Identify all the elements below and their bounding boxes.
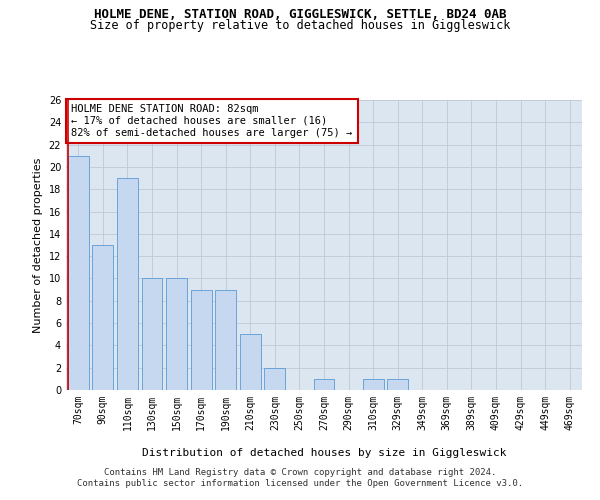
Bar [166, 278, 187, 390]
Text: Contains HM Land Registry data © Crown copyright and database right 2024.
Contai: Contains HM Land Registry data © Crown c… [77, 468, 523, 487]
Bar [265, 368, 286, 390]
Y-axis label: Number of detached properties: Number of detached properties [33, 158, 43, 332]
Text: Distribution of detached houses by size in Giggleswick: Distribution of detached houses by size … [142, 448, 506, 458]
Text: Size of property relative to detached houses in Giggleswick: Size of property relative to detached ho… [90, 18, 510, 32]
Bar [117, 178, 138, 390]
Bar [92, 245, 113, 390]
Bar [191, 290, 212, 390]
Bar [387, 379, 408, 390]
Bar [314, 379, 334, 390]
Bar [215, 290, 236, 390]
Bar [362, 379, 383, 390]
Bar [68, 156, 89, 390]
Bar [142, 278, 163, 390]
Bar [240, 334, 261, 390]
Text: HOLME DENE, STATION ROAD, GIGGLESWICK, SETTLE, BD24 0AB: HOLME DENE, STATION ROAD, GIGGLESWICK, S… [94, 8, 506, 20]
Text: HOLME DENE STATION ROAD: 82sqm
← 17% of detached houses are smaller (16)
82% of : HOLME DENE STATION ROAD: 82sqm ← 17% of … [71, 104, 352, 138]
